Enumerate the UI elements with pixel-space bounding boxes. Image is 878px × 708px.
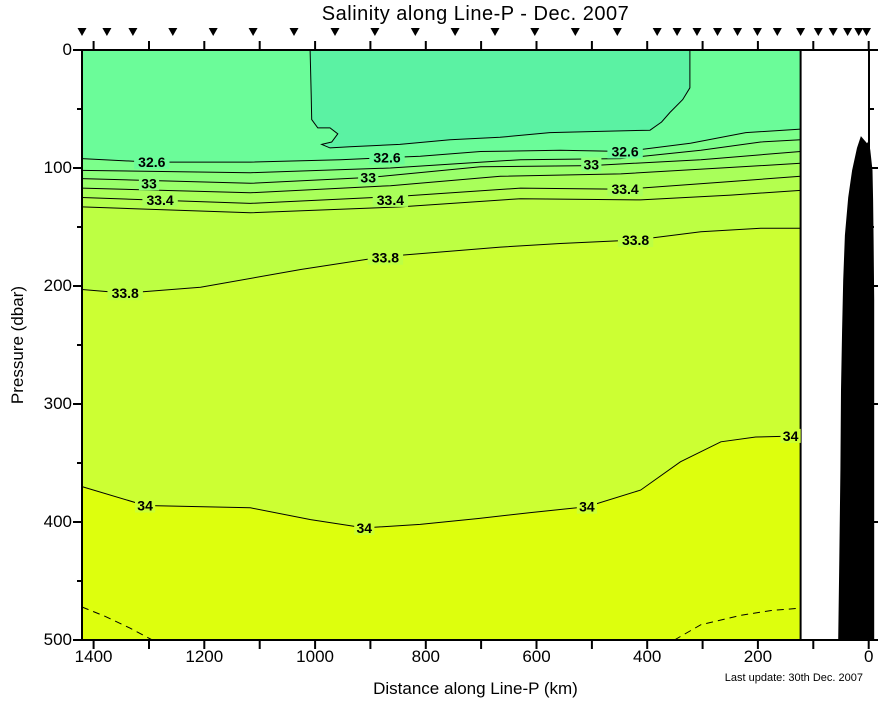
isoline-34: [81, 435, 801, 529]
contour-label-33.8: 33.8: [372, 250, 399, 266]
station-marker-triangle: [828, 28, 838, 36]
station-marker-triangle: [796, 28, 806, 36]
y-tick-label: 300: [43, 394, 72, 413]
contour-label-32.6: 32.6: [373, 149, 400, 165]
isoline-32.8: [81, 139, 801, 174]
station-marker-triangle: [490, 28, 500, 36]
contour-label-bg: [607, 144, 643, 159]
x-tick-label: 1400: [74, 647, 113, 666]
contour-label-34: 34: [137, 498, 153, 514]
contour-line-layer: [81, 50, 802, 641]
contour-label-bg: [780, 428, 801, 443]
contour-label-bg: [135, 498, 156, 513]
contour-label-bg: [358, 170, 379, 185]
axis-tick-layer: [73, 41, 878, 649]
contour-label-33.8: 33.8: [622, 232, 649, 248]
isoline-34.2: [81, 606, 153, 641]
station-marker-triangle: [713, 28, 722, 36]
bathymetry-silhouette: [838, 136, 875, 640]
station-marker-triangle: [128, 28, 138, 36]
station-marker-triangle: [77, 28, 87, 36]
contour-label-33: 33: [360, 169, 376, 185]
contour-label-bg: [372, 192, 409, 207]
x-tick-label: 0: [863, 647, 874, 666]
station-marker-triangle: [370, 28, 380, 36]
contour-label-bg: [607, 182, 643, 197]
isoline-33: [81, 151, 801, 184]
station-marker-triangle: [530, 28, 540, 36]
contour-label-33: 33: [584, 157, 600, 173]
contour-label-32.6: 32.6: [138, 154, 165, 170]
chart-title: Salinity along Line-P - Dec. 2007: [321, 3, 630, 25]
y-tick-label: 500: [43, 630, 72, 649]
station-marker-triangle: [752, 28, 762, 36]
contour-label-34: 34: [783, 428, 799, 444]
contour-label-bg: [138, 176, 160, 191]
station-marker-triangle: [410, 28, 420, 36]
contour-label-bg: [617, 233, 654, 247]
station-marker-triangle: [102, 28, 112, 36]
station-marker-triangle: [733, 28, 742, 36]
station-marker-triangle: [854, 28, 864, 36]
contour-label-bg: [576, 499, 597, 514]
isoline-32.6: [81, 128, 801, 163]
contour-label-33.8: 33.8: [112, 285, 139, 301]
station-marker-triangle: [168, 28, 178, 36]
contour-label-bg: [134, 155, 170, 170]
station-marker-triangle: [652, 28, 662, 36]
last-update-note: Last update: 30th Dec. 2007: [724, 672, 863, 684]
y-axis-title: Pressure (dbar): [8, 285, 27, 405]
contour-label-33: 33: [141, 175, 157, 191]
station-marker-triangle: [612, 28, 622, 36]
isoline-33.8: [81, 227, 801, 294]
x-axis-title: Distance along Line-P (km): [373, 679, 578, 698]
contour-label-bg: [107, 286, 143, 301]
station-marker-triangle: [672, 28, 682, 36]
fresh-patch-region: [309, 49, 691, 149]
station-marker-triangle: [248, 28, 258, 36]
isoline-34.2: [674, 607, 801, 641]
isoline-33.6: [81, 189, 801, 214]
x-tick-label: 200: [743, 647, 773, 666]
station-marker-triangle: [862, 28, 871, 36]
y-tick-label: 400: [43, 512, 72, 531]
contour-label-33.4: 33.4: [146, 192, 173, 208]
station-marker-triangle: [692, 28, 702, 36]
x-tick-label: 1000: [296, 647, 334, 666]
isoline-33.4: [81, 175, 801, 204]
station-marker-layer: [77, 28, 871, 36]
contour-label-bg: [369, 150, 405, 165]
y-tick-label: 200: [43, 276, 72, 295]
station-marker-triangle: [843, 28, 853, 36]
contour-label-bg: [581, 157, 602, 172]
contour-label-32.6: 32.6: [611, 144, 638, 160]
contour-label-bg: [142, 192, 178, 207]
station-marker-triangle: [450, 28, 460, 36]
y-tick-label: 100: [43, 158, 72, 177]
station-marker-triangle: [772, 28, 782, 36]
station-marker-triangle: [330, 28, 340, 36]
contour-label-bg: [367, 250, 404, 265]
contour-label-34: 34: [579, 499, 595, 515]
contour-label-33.4: 33.4: [611, 181, 638, 197]
station-marker-triangle: [289, 28, 299, 36]
contour-label-34: 34: [357, 520, 373, 536]
contour-label-bg: [354, 520, 375, 535]
x-tick-label: 800: [411, 647, 440, 666]
station-marker-triangle: [208, 28, 218, 36]
station-marker-triangle: [570, 28, 580, 36]
x-tick-label: 400: [633, 647, 662, 666]
band-fill-below-34: [82, 435, 801, 640]
x-tick-label: 1200: [185, 647, 224, 666]
station-marker-triangle: [813, 28, 823, 36]
isoline-33.2: [81, 162, 801, 194]
contour-label-33.4: 33.4: [377, 192, 404, 208]
contour-fill-layer: [82, 49, 801, 641]
x-tick-label: 600: [522, 647, 551, 666]
y-tick-label: 0: [62, 40, 72, 59]
